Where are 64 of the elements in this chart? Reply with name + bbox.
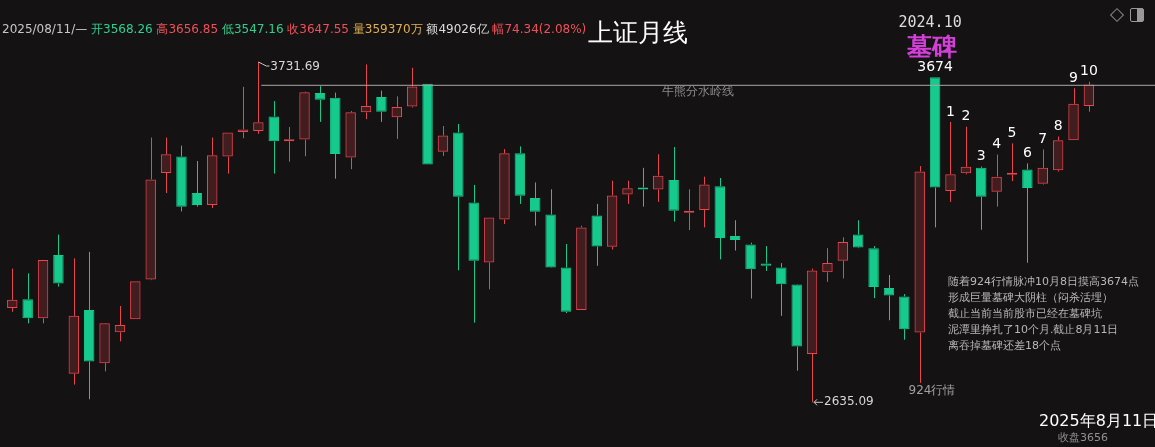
candlestick xyxy=(591,203,602,267)
text: 8 xyxy=(1053,117,1063,134)
candlestick xyxy=(914,165,925,384)
candlestick xyxy=(453,123,464,271)
candlestick xyxy=(760,245,772,272)
candlestick xyxy=(468,184,479,324)
annotation: 形成巨量墓碑大阴柱（闷杀活埋） xyxy=(948,290,1113,305)
candlestick xyxy=(699,176,710,228)
candlestick xyxy=(345,112,356,170)
candlestick xyxy=(622,180,633,205)
chart-subtitle: 2025/08/11/— 开3568.26 高3656.85 低3547.16 收3647.55 量359370万 额49026亿 幅74.34(2.08%) xyxy=(2,22,587,36)
candlestick xyxy=(222,132,233,175)
candlestick xyxy=(268,100,279,175)
candlestick xyxy=(207,137,218,209)
text: 9 xyxy=(1069,68,1078,85)
candlestick xyxy=(745,242,756,300)
candlestick xyxy=(606,180,618,251)
candlestick xyxy=(668,146,679,223)
candlestick xyxy=(868,245,879,299)
chart-title: 上证月线 xyxy=(588,17,688,49)
text: 10 xyxy=(1080,62,1098,79)
candlestick xyxy=(714,177,726,260)
candlestick xyxy=(330,92,341,180)
text: 3 xyxy=(976,147,986,164)
text: 1 xyxy=(946,102,955,119)
candlestick xyxy=(514,145,526,205)
candlestick xyxy=(53,234,64,288)
candlestick xyxy=(68,257,80,386)
text: 5 xyxy=(1007,123,1017,140)
candlestick xyxy=(791,284,802,372)
candlestick xyxy=(1022,162,1033,264)
ref-line-label: 牛熊分水岭线 xyxy=(662,83,735,98)
text: 收盘3656 xyxy=(1058,430,1108,445)
candlestick xyxy=(406,67,418,107)
candlestick xyxy=(299,92,310,157)
candlestick xyxy=(83,251,95,400)
candlestick xyxy=(237,86,249,139)
candlestick xyxy=(545,188,556,268)
annotation: 离吞掉墓碑还差18个点 xyxy=(948,338,1061,353)
candlestick xyxy=(806,268,818,403)
annotation: 924行情 xyxy=(908,382,956,399)
candlestick xyxy=(929,77,941,228)
candlestick xyxy=(483,217,495,290)
candlestick xyxy=(899,293,910,341)
candlestick xyxy=(176,145,187,212)
text: 6 xyxy=(1022,144,1032,161)
annotation: 截止当前当前股市已经在墓碑坑 xyxy=(948,306,1102,321)
candlestick xyxy=(1069,87,1078,140)
annotation: 随着924行情脉冲10月8日摸高3674点 xyxy=(948,274,1139,289)
text: 2024.10 xyxy=(898,13,962,31)
text: 墓碑 xyxy=(907,31,957,61)
text: 7 xyxy=(1038,130,1048,147)
text: 2 xyxy=(961,107,971,124)
candlestick xyxy=(976,167,987,231)
text: 3731.69 xyxy=(270,59,320,74)
annotation: 泥潭里挣扎了10个月.截止8月11日 xyxy=(948,322,1119,337)
candlestick xyxy=(1052,136,1064,171)
candlestick xyxy=(837,236,849,279)
text: 4 xyxy=(992,135,1002,152)
candlestick xyxy=(160,137,172,194)
text: 2635.09 xyxy=(824,394,874,409)
candlestick xyxy=(22,272,33,324)
text: 2025年8月11日 xyxy=(1039,411,1155,432)
candlestick xyxy=(37,260,49,324)
